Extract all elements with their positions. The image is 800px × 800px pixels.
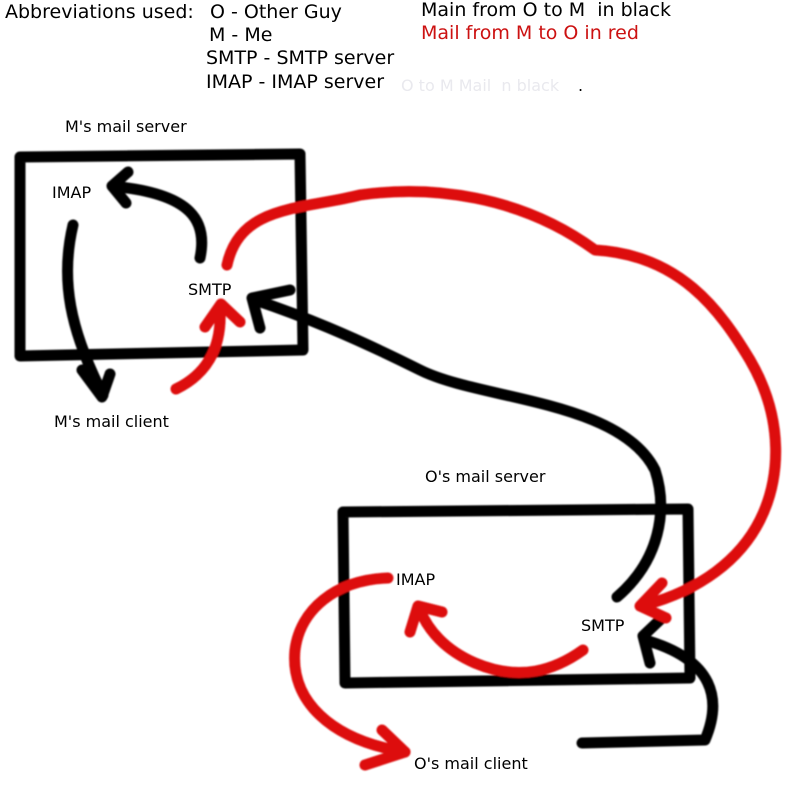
key-faint-dot: . bbox=[578, 76, 584, 95]
red-arrowhead-o-imap bbox=[404, 600, 448, 638]
m-client-label: M's mail client bbox=[54, 412, 169, 431]
m-imap-label: IMAP bbox=[52, 183, 92, 202]
red-arrow-m-smtp-to-o-smtp bbox=[221, 186, 782, 611]
legend-entry-me: M - Me bbox=[209, 24, 273, 46]
legend-entry-other-guy: O - Other Guy bbox=[210, 1, 342, 23]
m-server-label: M's mail server bbox=[65, 117, 187, 136]
o-smtp-label: SMTP bbox=[581, 616, 625, 635]
red-arrow-o-smtp-to-o-imap bbox=[414, 604, 589, 679]
black-arrowhead-o-smtp bbox=[637, 611, 669, 669]
key-faint: O to M Mail n black bbox=[401, 76, 560, 95]
red-arrowhead-o-client bbox=[359, 724, 411, 771]
key-black: Main from O to M in black bbox=[421, 0, 672, 21]
black-arrowhead-m-imap bbox=[106, 166, 134, 209]
red-arrowhead-m-smtp bbox=[199, 298, 246, 333]
legend-entry-imap: IMAP - IMAP server bbox=[206, 71, 385, 93]
red-arrowhead-o-smtp bbox=[634, 577, 672, 624]
m-server-box bbox=[14, 148, 309, 362]
black-arrowhead-m-client bbox=[76, 364, 116, 403]
key-red: Mail from M to O in red bbox=[421, 22, 639, 44]
black-arrowhead-m-smtp bbox=[246, 284, 296, 334]
black-arrow-o-client-to-o-smtp bbox=[576, 634, 719, 749]
o-server-box bbox=[337, 503, 696, 689]
black-arrow-m-smtp-to-imap bbox=[114, 181, 208, 264]
m-smtp-label: SMTP bbox=[188, 280, 232, 299]
o-imap-label: IMAP bbox=[396, 570, 436, 589]
legend-entry-smtp: SMTP - SMTP server bbox=[206, 47, 395, 69]
red-arrow-m-client-to-m-smtp bbox=[170, 304, 226, 395]
o-client-label: O's mail client bbox=[414, 754, 528, 773]
legend-title: Abbreviations used: bbox=[5, 1, 194, 23]
o-server-label: O's mail server bbox=[425, 467, 546, 486]
black-arrow-m-imap-to-client bbox=[61, 219, 109, 401]
red-arrow-o-imap-to-o-client bbox=[289, 572, 411, 758]
black-arrow-o-smtp-to-m-smtp bbox=[249, 294, 667, 603]
